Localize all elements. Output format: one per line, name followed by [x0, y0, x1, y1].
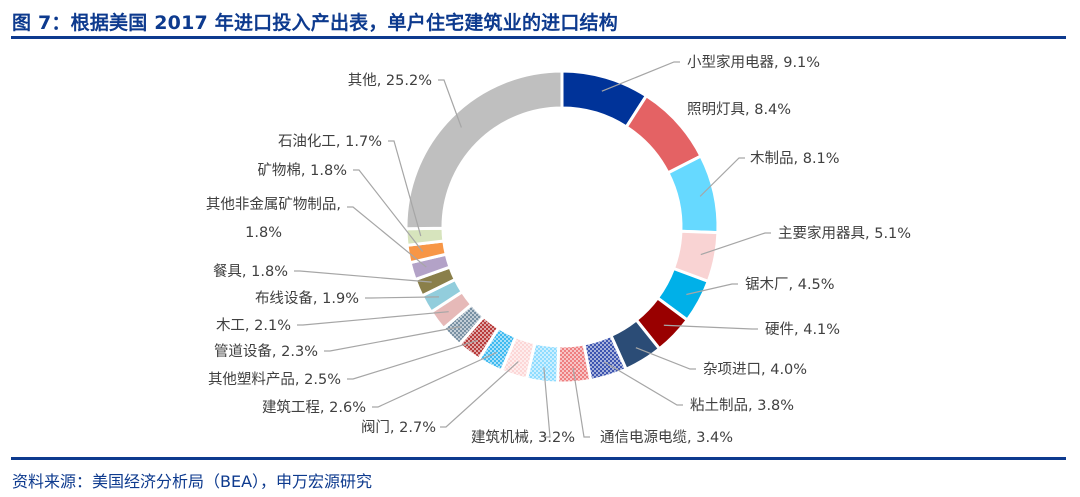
leader-line-11 — [372, 351, 497, 408]
data-label-11: 建筑工程, 2.6% — [262, 399, 366, 416]
leader-line-7 — [604, 361, 683, 406]
slice-2 — [665, 154, 720, 235]
data-label-7: 粘土制品, 3.8% — [690, 397, 794, 414]
slices — [404, 69, 720, 385]
data-label-18: 矿物棉, 1.8% — [257, 162, 347, 179]
data-label-8: 通信电源电缆, 3.4% — [600, 429, 733, 446]
data-label-4: 锯木厂, 4.5% — [745, 276, 835, 293]
data-label-14: 木工, 2.1% — [216, 317, 291, 334]
leader-line-2 — [699, 157, 745, 197]
leader-line-19 — [388, 140, 422, 237]
data-label-15: 布线设备, 1.9% — [255, 290, 359, 307]
data-label-0: 小型家用电器, 9.1% — [687, 54, 820, 71]
leader-line-16 — [294, 270, 432, 283]
leader-line-12 — [347, 339, 478, 380]
data-label-20: 其他, 25.2% — [348, 72, 432, 89]
data-label-3: 主要家用器具, 5.1% — [778, 225, 911, 242]
data-label-2: 木制品, 8.1% — [750, 150, 840, 167]
leader-line-14 — [297, 311, 449, 326]
data-label-12: 其他塑料产品, 2.5% — [208, 371, 341, 388]
leader-line-6 — [635, 347, 696, 370]
leader-line-9 — [543, 367, 551, 438]
leader-lines — [294, 61, 771, 438]
data-label-5: 硬件, 4.1% — [765, 321, 840, 338]
leader-line-17 — [347, 206, 427, 268]
leader-line-3 — [700, 232, 771, 256]
data-label-6: 杂项进口, 4.0% — [703, 361, 807, 378]
title-divider — [11, 36, 1066, 39]
data-label-19: 石油化工, 1.7% — [278, 133, 382, 150]
data-labels: 小型家用电器, 9.1% 照明灯具, 8.4% 木制品, 8.1% 主要家用器具, 5… — [206, 54, 911, 446]
data-label-17-value: 1.8% — [245, 225, 282, 241]
leader-line-4 — [686, 283, 738, 296]
source-note: 资料来源：美国经济分析局（BEA），申万宏源研究 — [12, 472, 373, 491]
leader-line-13 — [324, 325, 462, 352]
leader-line-5 — [663, 324, 758, 330]
data-label-10: 阀门, 2.7% — [361, 419, 436, 436]
source-divider — [11, 457, 1066, 460]
leader-line-10 — [440, 361, 519, 428]
data-label-1: 照明灯具, 8.4% — [687, 101, 791, 118]
data-label-17: 其他非金属矿物制品, — [206, 196, 341, 213]
leader-line-15 — [365, 296, 439, 299]
chart-title: 图 7：根据美国 2017 年进口投入产出表，单户住宅建筑业的进口结构 — [12, 12, 618, 34]
data-label-9: 建筑机械, 3.2% — [471, 429, 575, 446]
data-label-16: 餐具, 1.8% — [213, 263, 288, 280]
leader-line-18 — [353, 169, 424, 252]
leader-line-0 — [601, 61, 680, 92]
leader-line-20 — [438, 79, 462, 128]
data-label-13: 管道设备, 2.3% — [214, 343, 318, 360]
leader-line-8 — [572, 367, 590, 438]
slice-20 — [404, 69, 564, 231]
